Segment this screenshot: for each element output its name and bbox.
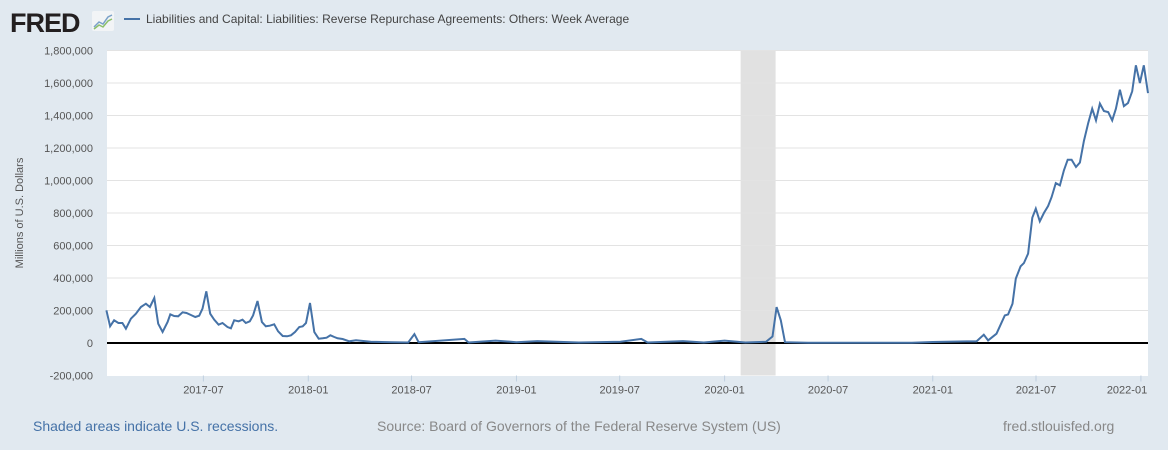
y-axis-label: Millions of U.S. Dollars bbox=[14, 157, 26, 268]
y-tick-label: 800,000 bbox=[53, 208, 93, 220]
y-tick-label: 600,000 bbox=[53, 241, 93, 253]
y-tick-label: 1,400,000 bbox=[44, 111, 93, 123]
site-link[interactable]: fred.stlouisfed.org bbox=[1003, 418, 1115, 434]
y-tick-label: 1,600,000 bbox=[44, 78, 93, 90]
x-tick-label: 2022-01 bbox=[1107, 385, 1147, 397]
x-tick-label: 2018-07 bbox=[391, 385, 431, 397]
series-line bbox=[105, 65, 1149, 344]
x-tick-label: 2017-07 bbox=[183, 385, 223, 397]
fred-logo-graph-icon bbox=[92, 11, 114, 31]
legend-line-swatch bbox=[124, 18, 140, 20]
chart-legend: Liabilities and Capital: Liabilities: Re… bbox=[124, 12, 629, 26]
y-tick-label: -200,000 bbox=[50, 371, 93, 383]
y-tick-label: 0 bbox=[87, 338, 93, 350]
x-tick-label: 2018-01 bbox=[288, 385, 328, 397]
recession-note-link[interactable]: Shaded areas indicate U.S. recessions. bbox=[33, 418, 279, 434]
y-tick-label: 200,000 bbox=[53, 306, 93, 318]
x-tick-label: 2021-07 bbox=[1016, 385, 1056, 397]
x-tick-label: 2021-01 bbox=[913, 385, 953, 397]
logo-text: FRED bbox=[10, 8, 80, 38]
x-tick-label: 2020-01 bbox=[704, 385, 744, 397]
x-tick-label: 2019-07 bbox=[600, 385, 640, 397]
fred-logo[interactable]: FRED bbox=[10, 8, 80, 39]
x-tick-label: 2020-07 bbox=[808, 385, 848, 397]
y-tick-label: 1,000,000 bbox=[44, 176, 93, 188]
legend-label: Liabilities and Capital: Liabilities: Re… bbox=[146, 12, 630, 26]
y-tick-label: 1,800,000 bbox=[44, 46, 93, 58]
source-text: Source: Board of Governors of the Federa… bbox=[377, 418, 781, 434]
y-tick-label: 1,200,000 bbox=[44, 143, 93, 155]
x-tick-label: 2019-01 bbox=[496, 385, 536, 397]
y-tick-label: 400,000 bbox=[53, 273, 93, 285]
